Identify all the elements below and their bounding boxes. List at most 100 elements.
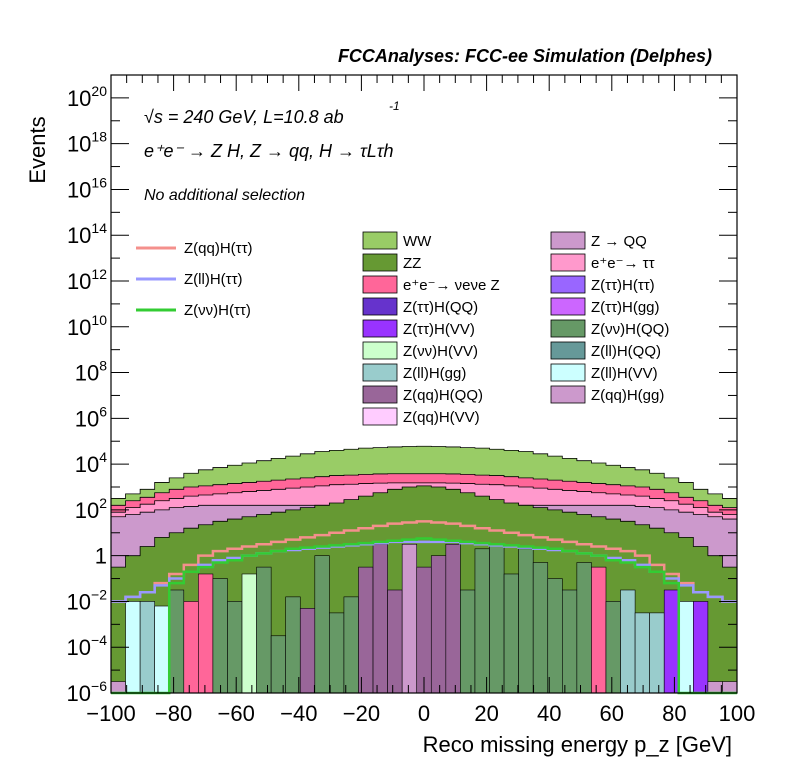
legend-fill-swatch [362,253,398,272]
y-tick-label: 10−6 [67,678,108,706]
y-tick-label: 106 [75,403,107,431]
legend-fill-label: Z(ll)H(QQ) [591,343,661,360]
legend-fill-label: Z(ll)H(gg) [403,365,466,382]
y-tick-label: 1012 [67,266,107,294]
legend-fill-swatch [550,297,586,316]
axes: −100 −80 −60 −40 −20 0 20 40 60 80 100 10−6 10−4 10−2… [67,74,755,726]
y-tick-label: 104 [75,449,107,477]
y-tick-label: 10−4 [67,632,108,660]
legend-fill-label: Z(qq)H(VV) [403,409,480,426]
legend-line-label: Z(qq)H(ττ) [184,240,253,257]
legend-fill-label: e⁺e⁻→ ττ [591,255,655,272]
legend-fill-swatch [362,385,398,404]
bin-bar [605,601,621,694]
y-tick-label: 1016 [67,174,107,202]
x-tick-label: 60 [600,701,624,726]
bin-bar [620,589,636,694]
selection-label: No additional selection [144,187,305,204]
y-tick-label: 10−2 [67,586,108,614]
signal-lines [111,520,737,695]
legend-fill-label: Z(ττ)H(VV) [403,321,475,338]
legend-fill-swatch [362,319,398,338]
process-label: e⁺e⁻ → Z H, Z → qq, H → τLτh [144,141,394,161]
bin-bar [314,555,330,694]
y-tick-label: 108 [75,358,107,386]
bin-bar [518,548,534,694]
legend-fill-label: Z(qq)H(QQ) [403,387,483,404]
bin-bar [693,601,709,694]
y-tick-label: 1018 [67,129,107,157]
bin-bar [358,566,374,694]
legend-fill-label: Z(ττ)H(QQ) [403,299,478,316]
bin-bar [547,578,563,694]
x-tick-label: 20 [474,701,498,726]
bin-bar [445,543,461,694]
bin-bar [285,596,301,694]
x-tick-label: 80 [662,701,686,726]
legend-fill-label: Z(νν)H(QQ) [591,321,669,338]
y-tick-label: 1010 [67,312,107,340]
y-tick-label: 102 [75,495,107,523]
bin-bar [329,612,345,694]
legend-fill-label: e⁺e⁻→ νeνe Z [403,277,500,294]
bin-bar [212,578,228,694]
legend-fill-label: Z(ll)H(VV) [591,365,658,382]
legend-fill-swatch [550,363,586,382]
bin-bar [139,601,155,694]
x-tick-label: −40 [280,701,317,726]
bin-bar [416,566,432,694]
legend-fill-swatch [362,297,398,316]
legend: Z(qq)H(ττ) Z(ll)H(ττ) Z(νν)H(ττ) WW Z → QQ ZZ… [136,231,669,426]
bin-bar [372,543,388,694]
bin-bar [256,566,272,694]
bin-bar [707,681,723,694]
legend-fill-label: Z(ττ)H(ττ) [591,277,655,294]
signal-line-0 [111,520,737,603]
y-tick-label: 1014 [67,220,107,248]
legend-line-label: Z(ll)H(ττ) [184,271,243,288]
legend-fill-swatch [550,341,586,360]
energy-exponent: -1 [389,99,400,113]
x-tick-label: −60 [218,701,255,726]
energy-label: √s = 240 GeV, L=10.8 ab [144,107,344,127]
legend-fill-swatch [362,231,398,250]
x-axis-title: Reco missing energy p_z [GeV] [423,732,732,757]
legend-fill-swatch [550,275,586,294]
bin-bar [634,612,650,694]
bin-bar [154,605,170,694]
legend-fill-swatch [362,407,398,426]
bin-bar [343,596,359,694]
bin-bar [430,555,447,694]
bin-bar [270,635,286,694]
legend-fill-swatch [362,275,398,294]
y-tick-label: 1 [95,544,107,569]
legend-fill-label: Z(qq)H(gg) [591,387,664,404]
stacked-histograms [110,445,738,694]
bin-bar [591,566,607,694]
bin-bar [299,608,316,694]
legend-fill-label: ZZ [403,255,421,272]
legend-fill-label: Z(νν)H(VV) [403,343,478,360]
legend-fill-swatch [550,253,586,272]
legend-fill-swatch [550,231,586,250]
bin-bar [227,601,243,694]
legend-fill-swatch [550,385,586,404]
x-tick-label: −80 [155,701,192,726]
bin-bar [460,589,476,694]
bin-bar [474,548,490,694]
bin-bar [503,573,519,694]
bin-bar [110,681,126,694]
bin-bar [183,601,199,694]
bin-bar [576,562,592,694]
bin-bar [198,573,214,694]
x-tick-label: −20 [343,701,380,726]
bin-bar [168,589,185,694]
bin-bar [401,543,418,694]
bin-bar [562,589,578,694]
bin-bar [489,543,505,694]
x-tick-label: 0 [418,701,430,726]
y-tick-label: 1020 [67,83,107,111]
bin-bar [241,573,257,694]
bin-bar [649,612,665,694]
